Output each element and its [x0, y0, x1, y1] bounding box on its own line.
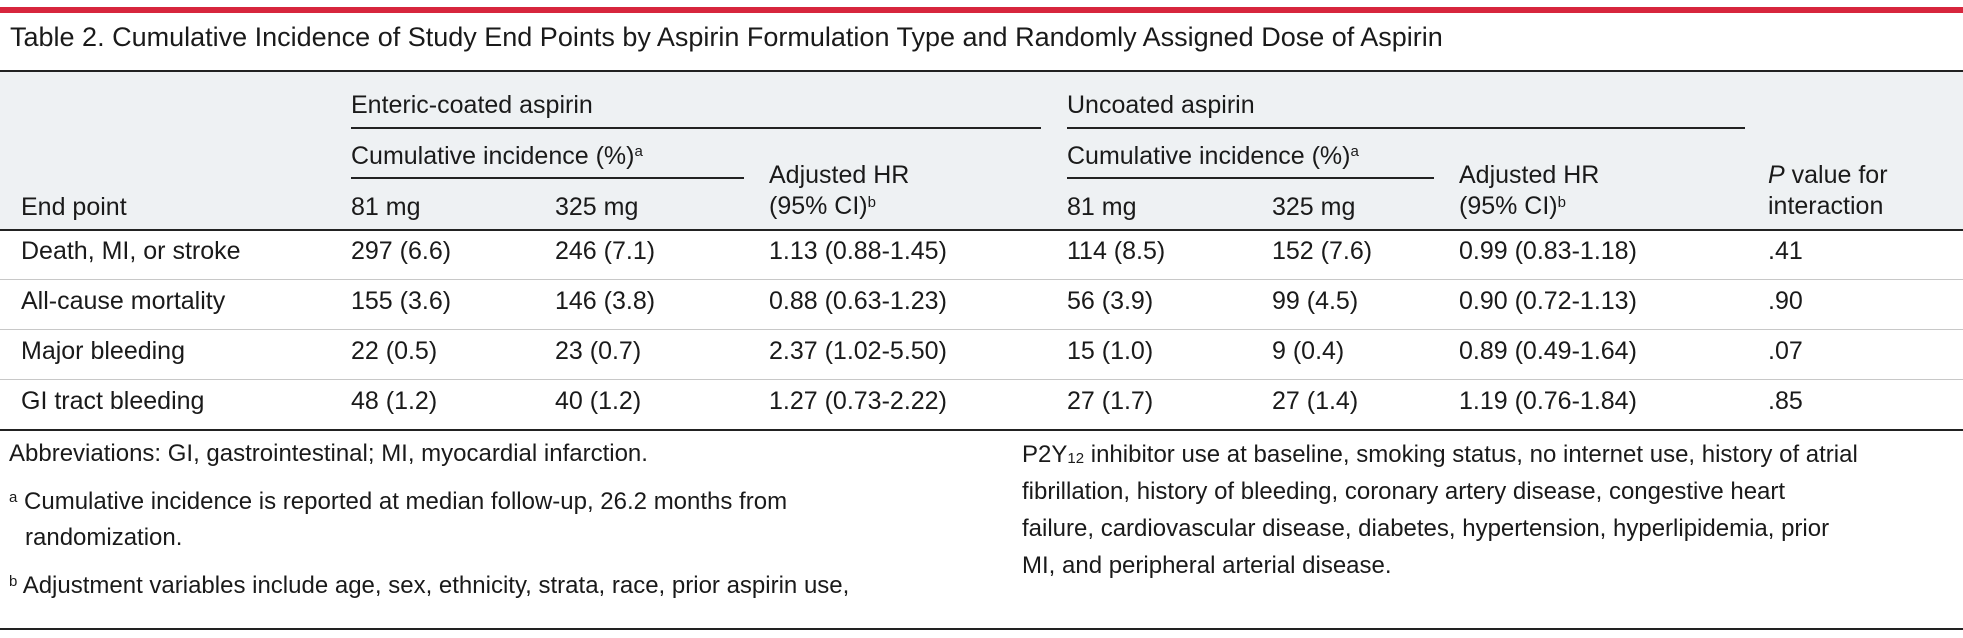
enteric-cumulative-rule	[351, 177, 744, 179]
row-4-end-point: GI tract bleeding	[21, 387, 205, 415]
row-2-enteric-81: 155 (3.6)	[351, 287, 452, 315]
row-4-uncoated-325: 27 (1.4)	[1272, 387, 1359, 415]
footnote-b-marker: b	[9, 573, 18, 590]
header-enteric-325mg: 325 mg	[555, 193, 639, 221]
row-2-end-point: All-cause mortality	[21, 287, 226, 315]
row-2-uncoated-hr: 0.90 (0.72-1.13)	[1459, 287, 1637, 315]
row-1-enteric-325: 246 (7.1)	[555, 237, 656, 265]
row-4-p-value: .85	[1768, 387, 1803, 415]
page-bottom-rule	[0, 628, 1963, 630]
row-2-enteric-hr: 0.88 (0.63-1.23)	[769, 287, 947, 315]
uncoated-cumulative-rule	[1067, 177, 1434, 179]
row-1-uncoated-hr: 0.99 (0.83-1.18)	[1459, 237, 1637, 265]
row-3-enteric-325: 23 (0.7)	[555, 337, 642, 365]
header-enteric-coated: Enteric-coated aspirin	[351, 91, 593, 119]
header-cumulative-incidence-uncoated: Cumulative incidence (%)a	[1067, 142, 1359, 170]
header-uncoated: Uncoated aspirin	[1067, 91, 1255, 119]
footnote-marker-a: a	[634, 143, 643, 160]
row-2-uncoated-325: 99 (4.5)	[1272, 287, 1359, 315]
row-3-uncoated-325: 9 (0.4)	[1272, 337, 1345, 365]
row-3-p-value: .07	[1768, 337, 1803, 365]
row-2-uncoated-81: 56 (3.9)	[1067, 287, 1154, 315]
row-4-uncoated-hr: 1.19 (0.76-1.84)	[1459, 387, 1637, 415]
header-uncoated-81mg: 81 mg	[1067, 193, 1137, 221]
row-4-uncoated-81: 27 (1.7)	[1067, 387, 1154, 415]
footnote-a: a Cumulative incidence is reported at me…	[9, 488, 788, 515]
row-4-enteric-81: 48 (1.2)	[351, 387, 438, 415]
enteric-group-rule	[351, 127, 1041, 129]
uncoated-group-rule	[1067, 127, 1745, 129]
table-title: Table 2. Cumulative Incidence of Study E…	[10, 22, 1443, 52]
row-1-enteric-hr: 1.13 (0.88-1.45)	[769, 237, 947, 265]
header-uncoated-325mg: 325 mg	[1272, 193, 1356, 221]
row-3-enteric-81: 22 (0.5)	[351, 337, 438, 365]
header-adjusted-hr-uncoated: Adjusted HR (95% CI)b	[1459, 161, 1600, 220]
row-divider	[0, 329, 1963, 330]
header-bottom-rule	[0, 229, 1963, 231]
header-end-point: End point	[21, 193, 127, 221]
header-background	[0, 72, 1963, 230]
table-bottom-rule	[0, 429, 1963, 431]
row-4-enteric-hr: 1.27 (0.73-2.22)	[769, 387, 947, 415]
row-1-uncoated-325: 152 (7.6)	[1272, 237, 1373, 265]
footnote-marker-a: a	[1350, 143, 1359, 160]
row-divider	[0, 379, 1963, 380]
row-3-end-point: Major bleeding	[21, 337, 185, 365]
footnote-abbreviations: Abbreviations: GI, gastrointestinal; MI,…	[9, 440, 648, 467]
row-1-enteric-81: 297 (6.6)	[351, 237, 452, 265]
header-p-value: P value for interaction	[1768, 161, 1888, 220]
footnote-marker-b: b	[1557, 194, 1566, 211]
row-3-uncoated-81: 15 (1.0)	[1067, 337, 1154, 365]
footnote-b: b Adjustment variables include age, sex,…	[9, 572, 850, 599]
footnote-b-continued: P2Y12 inhibitor use at baseline, smoking…	[1022, 441, 1858, 579]
header-enteric-81mg: 81 mg	[351, 193, 421, 221]
footnote-a-continued: randomization.	[25, 524, 183, 551]
row-1-p-value: .41	[1768, 237, 1803, 265]
header-cumulative-incidence-enteric: Cumulative incidence (%)a	[351, 142, 643, 170]
row-4-enteric-325: 40 (1.2)	[555, 387, 642, 415]
row-1-uncoated-81: 114 (8.5)	[1067, 237, 1166, 265]
footnote-a-marker: a	[9, 489, 18, 506]
row-divider	[0, 279, 1963, 280]
row-2-p-value: .90	[1768, 287, 1803, 315]
top-rule	[0, 70, 1963, 72]
row-2-enteric-325: 146 (3.8)	[555, 287, 656, 315]
header-adjusted-hr-enteric: Adjusted HR (95% CI)b	[769, 161, 910, 220]
row-3-uncoated-hr: 0.89 (0.49-1.64)	[1459, 337, 1637, 365]
accent-bar	[0, 7, 1963, 13]
row-1-end-point: Death, MI, or stroke	[21, 237, 241, 265]
row-3-enteric-hr: 2.37 (1.02-5.50)	[769, 337, 947, 365]
footnote-marker-b: b	[867, 194, 876, 211]
